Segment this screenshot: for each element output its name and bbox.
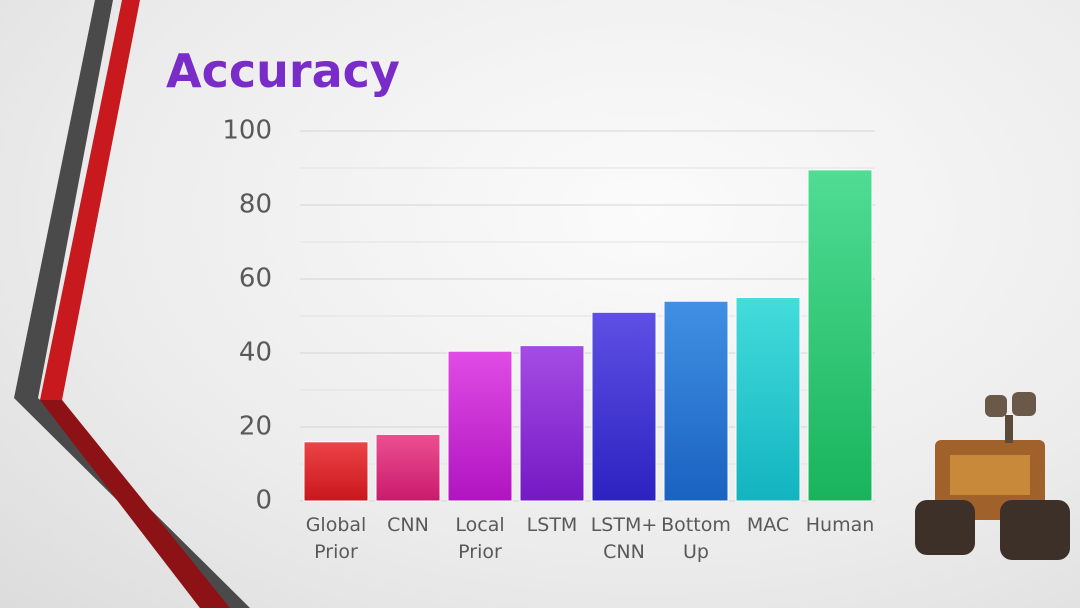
x-tick-label: Global Prior <box>305 514 367 563</box>
robot-illustration <box>915 392 1070 560</box>
y-tick-label: 100 <box>222 116 272 146</box>
bar <box>447 350 513 502</box>
y-tick-label: 0 <box>255 486 272 516</box>
x-tick-label: LSTM <box>526 514 578 536</box>
bar <box>735 297 801 502</box>
bar <box>807 169 873 502</box>
y-tick-label: 20 <box>239 412 272 442</box>
x-tick-label: Human <box>805 514 875 536</box>
y-tick-label: 40 <box>239 338 272 368</box>
y-tick-label: 60 <box>239 264 272 294</box>
x-tick-label: MAC <box>746 514 790 536</box>
bar <box>519 345 585 502</box>
x-tick-label: CNN <box>387 514 429 536</box>
bar <box>303 441 369 502</box>
y-tick-label: 80 <box>239 190 272 220</box>
chart-title: Accuracy <box>166 44 400 98</box>
x-tick-label: Local Prior <box>455 514 505 563</box>
x-tick-label: LSTM+ CNN <box>590 514 658 563</box>
x-tick-label: Bottom Up <box>661 514 731 563</box>
bar <box>375 433 441 502</box>
bar <box>591 311 657 502</box>
bar <box>663 300 729 502</box>
decoration <box>14 0 250 608</box>
